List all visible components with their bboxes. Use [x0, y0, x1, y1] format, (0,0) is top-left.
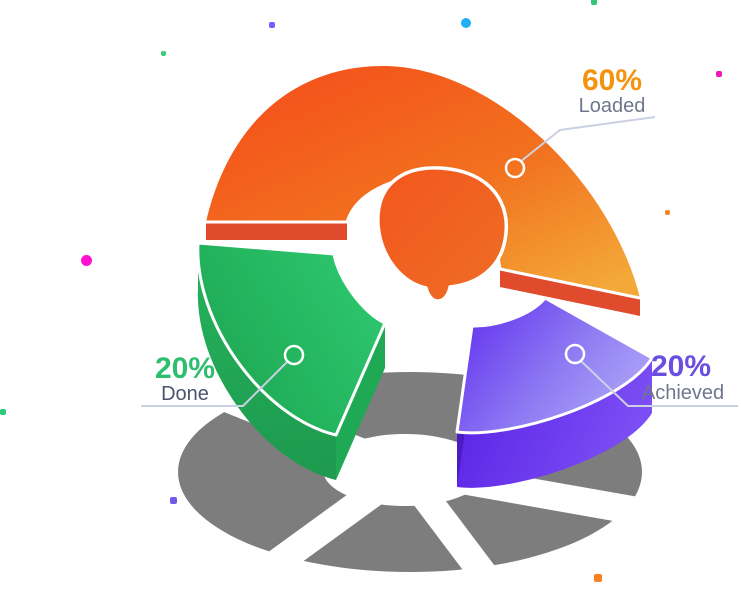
decor-dot-5	[716, 71, 722, 77]
slice-achieved	[455, 296, 654, 488]
leader-dot-loaded	[504, 157, 526, 179]
label-loaded-name: Loaded	[579, 95, 646, 117]
leader-markers	[283, 157, 586, 366]
slice-done	[196, 241, 387, 480]
label-done-value: 20%	[155, 352, 215, 385]
decor-dot-2	[269, 22, 275, 28]
decor-dot-1	[160, 50, 166, 56]
label-loaded-value: 60%	[582, 64, 642, 97]
leader-dot-done	[283, 344, 305, 366]
slice-loaded-top	[206, 65, 640, 298]
label-achieved-value: 20%	[651, 350, 711, 383]
donut-hole-cap	[376, 166, 508, 303]
leader-line-done	[141, 360, 289, 407]
label-done-name: Done	[161, 383, 209, 405]
decor-dot-7	[0, 409, 6, 415]
leader-line-achieved	[580, 360, 738, 407]
decor-dot-3	[461, 18, 471, 28]
labels: 60% Loaded 20% Done 20% Achieved	[155, 64, 724, 405]
decor-dot-10	[664, 209, 670, 215]
leader-dot-achieved	[564, 343, 586, 365]
slice-loaded-cut-face-right	[500, 269, 640, 316]
decor-dot-8	[169, 496, 177, 504]
leader-line-loaded	[519, 116, 656, 163]
slice-done-cut-face	[336, 323, 385, 480]
slice-loaded-cut-face-left	[206, 222, 347, 240]
slice-achieved-top	[455, 296, 654, 435]
slice-achieved-wall	[457, 358, 652, 488]
decor-dot-4	[591, 0, 597, 5]
label-achieved-name: Achieved	[642, 382, 724, 404]
slice-done-top	[196, 241, 387, 437]
decor-dot-6	[80, 254, 92, 266]
leader-lines	[141, 116, 738, 407]
decor-dot-9	[594, 574, 602, 582]
slice-done-wall	[197, 243, 336, 480]
